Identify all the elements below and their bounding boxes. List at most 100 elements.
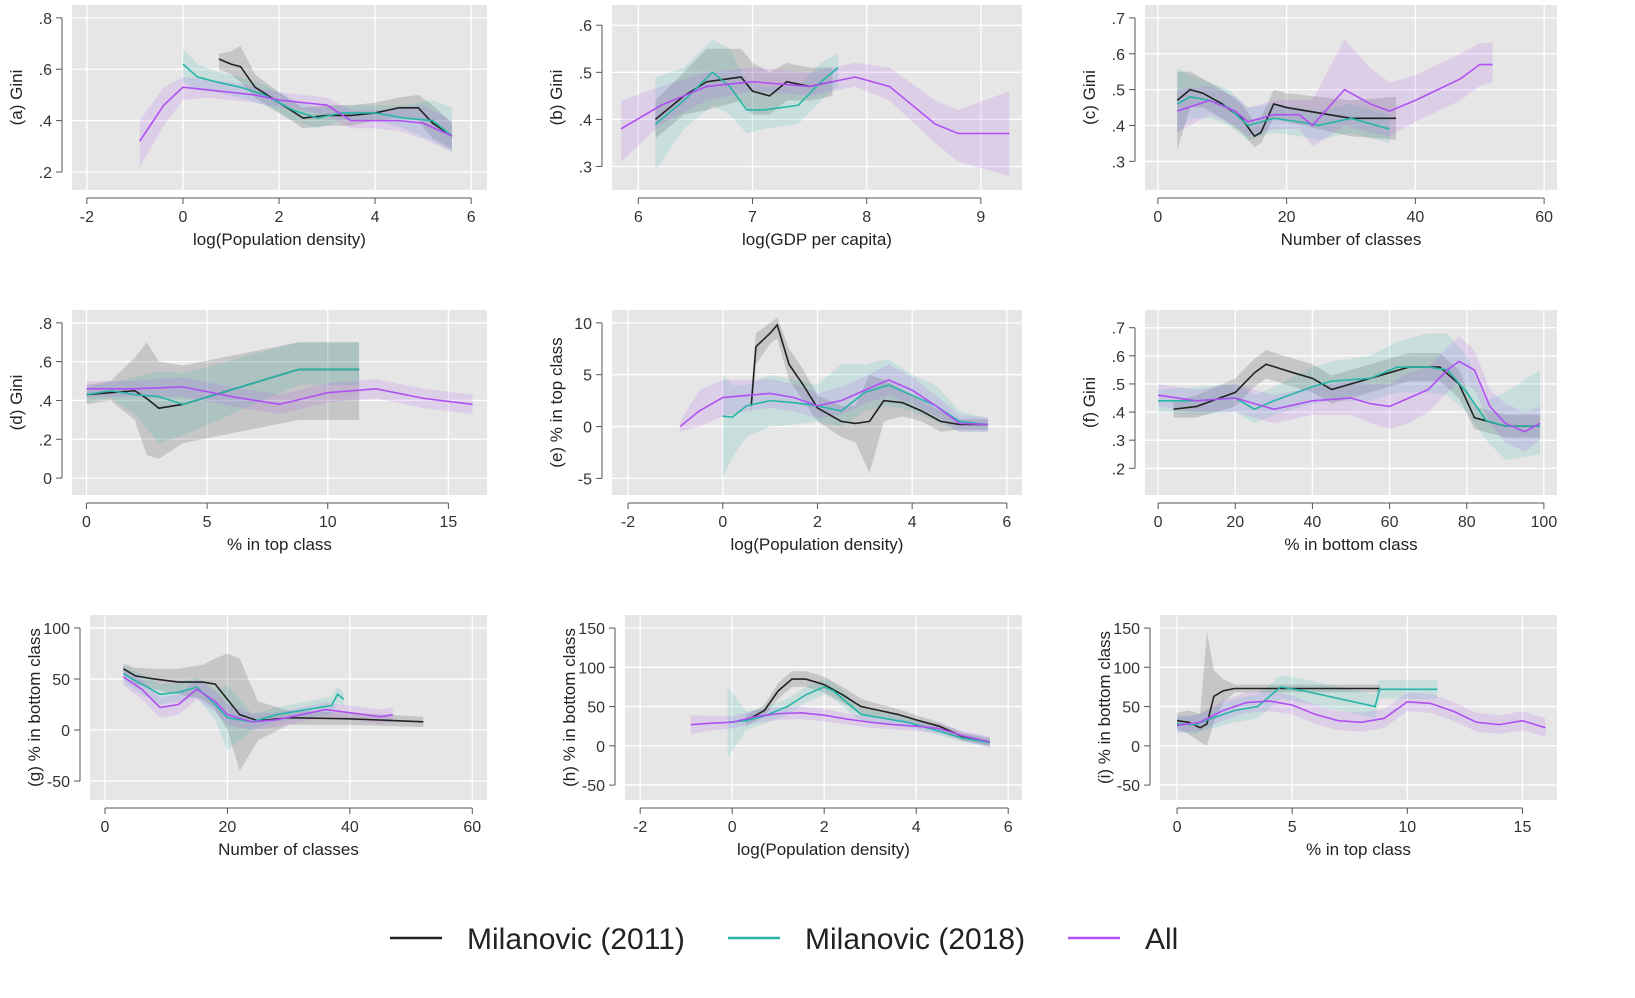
series-line	[1177, 686, 1438, 726]
x-axis-label: % in top class	[1306, 840, 1411, 859]
x-tick-label: 0	[179, 209, 188, 226]
confidence-band	[1177, 690, 1546, 738]
x-axis-label: log(Population density)	[193, 230, 366, 249]
series-line	[654, 76, 833, 121]
x-tick-label: 20	[219, 819, 237, 836]
plot-background	[72, 310, 487, 495]
confidence-band	[655, 39, 839, 172]
y-axis-label: (g) % in bottom class	[25, 628, 44, 787]
y-tick-label: 0	[1131, 739, 1140, 756]
y-tick-label: .7	[1112, 11, 1125, 28]
x-tick-label: 10	[319, 514, 337, 531]
x-tick-label: 2	[820, 819, 829, 836]
y-tick-label: .6	[1112, 47, 1125, 64]
y-tick-label: .8	[39, 316, 52, 333]
x-tick-label: 40	[1406, 209, 1424, 226]
x-tick-label: 6	[1004, 819, 1013, 836]
x-tick-label: 4	[912, 819, 921, 836]
x-tick-label: 15	[1514, 819, 1532, 836]
x-axis-label: log(GDP per capita)	[742, 230, 892, 249]
x-tick-label: 0	[728, 819, 737, 836]
y-tick-label: 100	[1113, 660, 1140, 677]
x-tick-label: 5	[203, 514, 212, 531]
x-tick-label: 15	[439, 514, 457, 531]
confidence-band	[1158, 333, 1541, 460]
y-tick-label: .4	[1112, 405, 1125, 422]
y-tick-label: 0	[61, 723, 70, 740]
y-tick-label: 100	[43, 621, 70, 638]
series-line	[690, 712, 990, 743]
x-tick-label: 0	[718, 514, 727, 531]
series-line	[1176, 95, 1390, 130]
y-tick-label: .6	[1112, 349, 1125, 366]
legend-text: Milanovic (2011)	[467, 923, 685, 956]
y-axis-label: (f) Gini	[1080, 377, 1099, 428]
series-line	[745, 678, 990, 743]
x-tick-label: 60	[1381, 514, 1399, 531]
x-tick-label: 2	[275, 209, 284, 226]
x-tick-label: 4	[371, 209, 380, 226]
panel: -2 0 2 4 6 .2 .4 .6 .8 log(Population density) (a)…	[7, 5, 487, 249]
confidence-band	[139, 76, 452, 167]
confidence-band	[1177, 675, 1438, 735]
confidence-band	[751, 317, 988, 474]
confidence-band	[655, 48, 833, 139]
panel: -2 0 2 4 6 -5 0 5 10 log(Population density) (e) %…	[547, 310, 1022, 554]
confidence-band	[621, 62, 1010, 176]
y-tick-label: .6	[39, 62, 52, 79]
x-tick-label: 8	[862, 209, 871, 226]
y-tick-label: 150	[578, 621, 605, 638]
y-tick-label: .2	[1112, 461, 1125, 478]
y-tick-label: -50	[47, 774, 70, 791]
x-axis-label: % in top class	[227, 535, 332, 554]
x-tick-label: 0	[101, 819, 110, 836]
y-tick-label: 100	[578, 660, 605, 677]
x-tick-label: 2	[813, 514, 822, 531]
plot-background	[1160, 615, 1557, 800]
y-tick-label: .2	[39, 432, 52, 449]
series-line	[139, 86, 453, 142]
x-tick-label: 60	[463, 819, 481, 836]
y-tick-label: .6	[39, 355, 52, 372]
series-line	[122, 676, 393, 723]
confidence-band	[690, 706, 990, 748]
panel: 0 20 40 60 .3 .4 .5 .6 .7 Number of classes (c) Gi…	[1080, 5, 1557, 249]
y-axis-label: (h) % in bottom class	[560, 628, 579, 787]
y-axis-label: (i) % in bottom class	[1095, 631, 1114, 784]
y-tick-label: .6	[579, 18, 592, 35]
y-axis-label: (c) Gini	[1080, 70, 1099, 125]
x-tick-label: 5	[1288, 819, 1297, 836]
x-tick-label: 0	[1173, 819, 1182, 836]
x-axis-label: log(Population density)	[737, 840, 910, 859]
x-tick-label: 100	[1531, 514, 1558, 531]
x-axis-label: % in bottom class	[1284, 535, 1417, 554]
y-tick-label: -5	[578, 471, 592, 488]
x-tick-label: -2	[80, 209, 94, 226]
x-tick-label: 60	[1535, 209, 1553, 226]
y-tick-label: .7	[1112, 321, 1125, 338]
x-tick-label: -2	[633, 819, 647, 836]
series-line	[679, 379, 988, 428]
y-tick-label: 10	[574, 316, 592, 333]
series-line	[1158, 366, 1541, 427]
y-tick-label: .3	[1112, 433, 1125, 450]
x-axis-label: Number of classes	[1281, 230, 1422, 249]
y-tick-label: 0	[583, 420, 592, 437]
confidence-band	[1158, 336, 1541, 452]
y-axis-label: (a) Gini	[7, 70, 26, 126]
panel: 0 5 10 15 -50 0 50 100 150 % in top class (i) % in…	[1095, 615, 1557, 859]
series-line	[1158, 360, 1541, 433]
series-line	[182, 63, 453, 137]
panel: -2 0 2 4 6 -50 0 50 100 150 log(Population density…	[560, 615, 1022, 859]
series-line	[620, 76, 1010, 135]
x-tick-label: 0	[1153, 209, 1162, 226]
plot-background	[1145, 5, 1557, 190]
y-tick-label: .5	[1112, 83, 1125, 100]
confidence-band	[722, 359, 988, 479]
x-axis-label: log(Population density)	[731, 535, 904, 554]
y-tick-label: -50	[1117, 778, 1140, 795]
series-line	[1176, 700, 1546, 729]
confidence-band	[680, 364, 988, 432]
x-tick-label: 20	[1226, 514, 1244, 531]
